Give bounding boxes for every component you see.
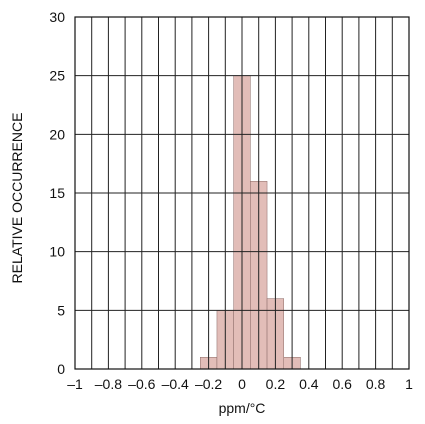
bars-layer: [200, 75, 301, 370]
x-tick-label: –0.4: [162, 376, 189, 392]
x-tick-label: –0.6: [128, 376, 155, 392]
x-tick-label: 0.4: [299, 376, 319, 392]
y-axis-label: RELATIVE OCCURRENCE: [9, 113, 25, 284]
x-tick-label: –0.2: [195, 376, 222, 392]
y-tick-label: 15: [49, 185, 65, 201]
y-tick-label: 30: [49, 9, 65, 25]
x-tick-label: –1: [67, 376, 83, 392]
x-tick-label: 0.2: [266, 376, 286, 392]
x-axis-label: ppm/°C: [219, 400, 266, 416]
y-tick-labels: 0 5 10 15 20 25 30: [49, 9, 65, 377]
y-tick-label: 10: [49, 244, 65, 260]
y-tick-label: 20: [49, 126, 65, 142]
y-tick-label: 5: [57, 302, 65, 318]
x-tick-label: 0: [238, 376, 246, 392]
x-tick-label: 1: [405, 376, 413, 392]
y-tick-label: 0: [57, 361, 65, 377]
x-tick-label: –0.8: [95, 376, 122, 392]
y-tick-label: 25: [49, 68, 65, 84]
x-tick-label: 0.6: [332, 376, 352, 392]
x-tick-label: 0.8: [366, 376, 386, 392]
plot-frame: [74, 16, 410, 370]
x-tick-labels: –1 –0.8 –0.6 –0.4 –0.2 0 0.2 0.4 0.6 0.8 1: [67, 376, 413, 392]
grid-layer: [75, 17, 409, 369]
